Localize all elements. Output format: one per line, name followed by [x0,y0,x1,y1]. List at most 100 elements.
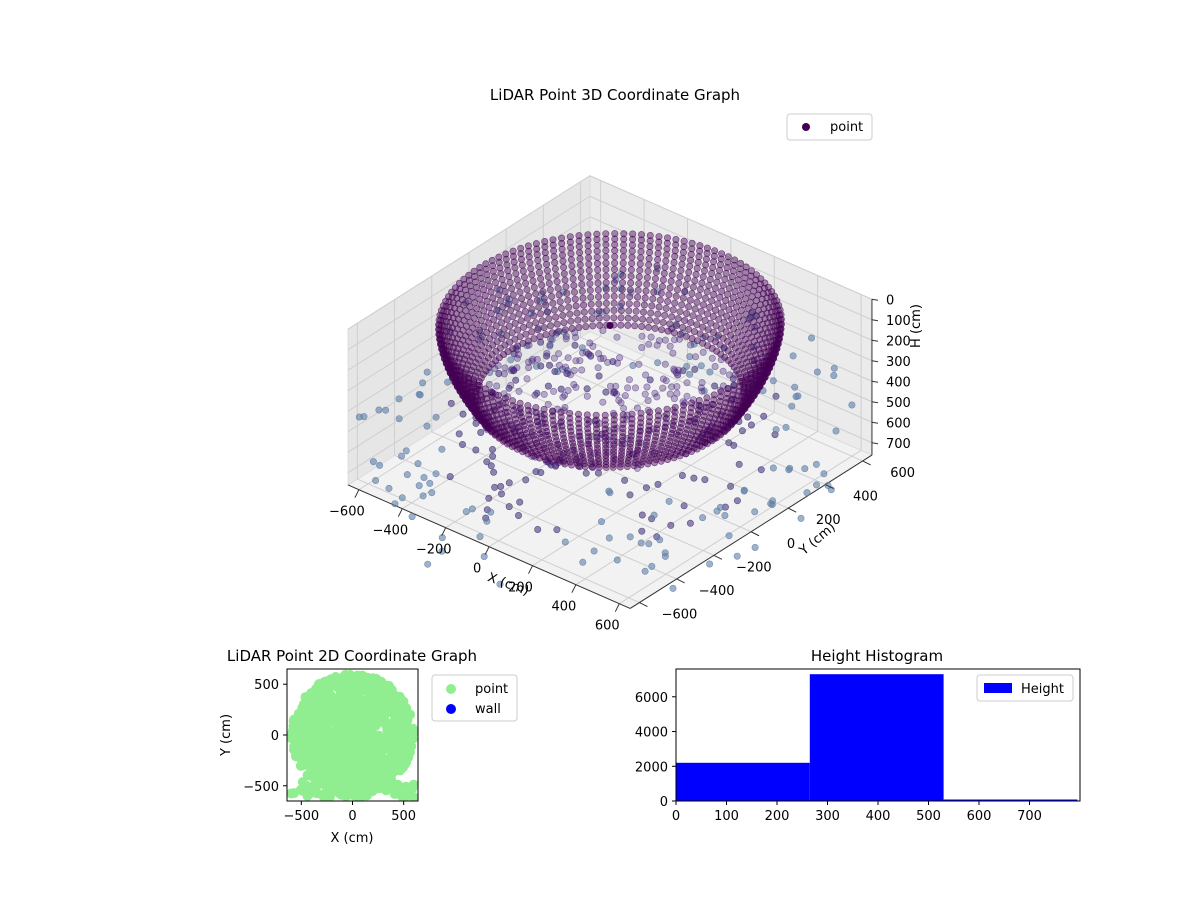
point-3d [523,375,531,383]
point-3d [593,236,601,244]
point-3d [669,421,677,429]
point-3d [641,390,649,398]
point-3d [672,236,680,244]
point-3d [673,286,681,294]
point-3d [628,415,636,423]
point-3d [493,306,501,314]
point-3d [573,309,581,317]
point-3d [560,270,568,278]
point-3d [487,309,495,317]
point-3d [488,388,496,396]
point-3d [472,446,480,454]
point-3d [712,411,720,419]
point-3d [470,267,478,275]
point-2d [326,674,336,685]
point-3d [602,285,610,293]
point-3d [602,448,610,456]
point-3d [670,336,678,344]
point-3d [572,383,580,391]
point-3d [645,540,653,548]
point-3d [675,428,683,436]
point-3d [583,411,591,419]
point-3d [395,415,403,423]
point-3d [706,414,714,422]
point-3d [635,273,643,281]
point-3d [475,381,483,389]
point-3d [712,322,720,330]
point-2d [404,742,415,753]
point-3d [610,437,618,445]
point-3d [572,357,580,365]
point-3d [528,328,536,336]
point-3d [509,397,517,405]
point-3d [635,280,643,288]
point-3d [602,235,610,243]
point-3d [419,379,427,387]
x-tick-label: 400 [866,809,891,824]
point-3d [694,410,702,418]
point-3d [542,301,550,309]
point-3d [534,256,542,264]
point-3d [725,306,733,314]
point-3d [469,293,477,301]
point-3d [617,306,625,314]
point-3d [478,361,486,369]
point-3d [686,296,694,304]
point-3d [594,272,602,280]
point-3d [602,441,610,449]
point-3d [610,265,618,273]
point-3d [465,347,473,355]
point-3d [679,398,687,406]
point-3d [432,413,440,421]
point-3d [516,399,524,407]
point-3d [636,260,644,268]
point-3d [587,351,595,359]
point-3d [684,421,692,429]
chart-2d-title: LiDAR Point 2D Coordinate Graph [227,647,477,665]
point-3d [594,293,602,301]
point-3d [613,359,621,367]
point-3d [561,276,569,284]
point-3d [458,440,466,448]
point-3d [694,428,702,436]
point-3d [813,368,821,376]
point-3d [566,233,574,241]
point-3d [550,253,558,261]
point-2d [315,732,326,743]
point-3d [549,299,557,307]
point-3d [602,292,610,300]
point-2d [333,699,344,710]
point-3d [532,468,540,476]
point-3d [626,533,634,541]
point-3d [505,322,513,330]
chart-2d-legend-label-wall: wall [475,702,501,717]
point-3d [515,310,523,318]
point-3d [737,306,745,314]
point-3d [471,299,479,307]
point-3d [487,462,495,470]
point-3d [651,389,659,397]
point-3d [609,409,617,417]
point-3d [520,273,528,281]
point-3d [517,255,525,263]
point-3d [728,315,736,323]
point-3d [671,247,679,255]
x-tick-label: −600 [329,505,365,520]
point-3d [725,284,733,292]
grid-line [580,336,863,462]
point-3d [634,442,642,450]
point-3d [477,316,485,324]
point-3d [703,422,711,430]
point-3d [499,303,507,311]
point-3d [624,314,632,322]
point-3d [807,334,815,342]
point-3d [740,279,748,287]
point-3d [493,382,501,390]
point-3d [564,354,572,362]
point-3d [733,366,741,374]
point-3d [704,418,712,426]
point-3d [625,376,633,384]
point-3d [459,346,467,354]
point-3d [484,276,492,284]
point-3d [738,351,746,359]
